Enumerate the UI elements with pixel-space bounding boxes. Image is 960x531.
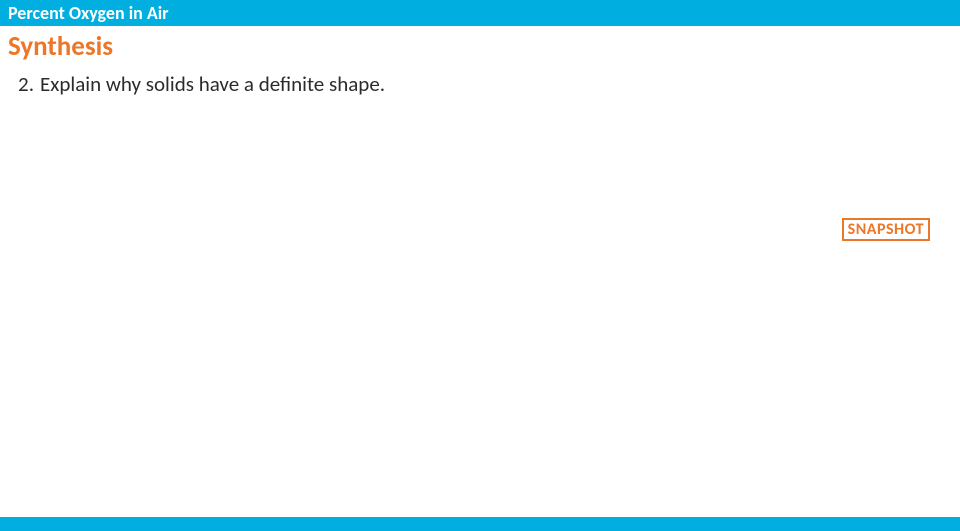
question-text: Explain why solids have a definite shape… [40,71,946,97]
question-row: 2. Explain why solids have a definite sh… [0,65,960,97]
snapshot-badge: SNAPSHOT [842,218,930,241]
footer-bar [0,517,960,531]
section-heading: Synthesis [0,26,960,65]
header-bar: Percent Oxygen in Air [0,0,960,26]
header-title: Percent Oxygen in Air [8,2,169,24]
question-number: 2. [14,71,40,97]
slide: Percent Oxygen in Air Synthesis 2. Expla… [0,0,960,531]
